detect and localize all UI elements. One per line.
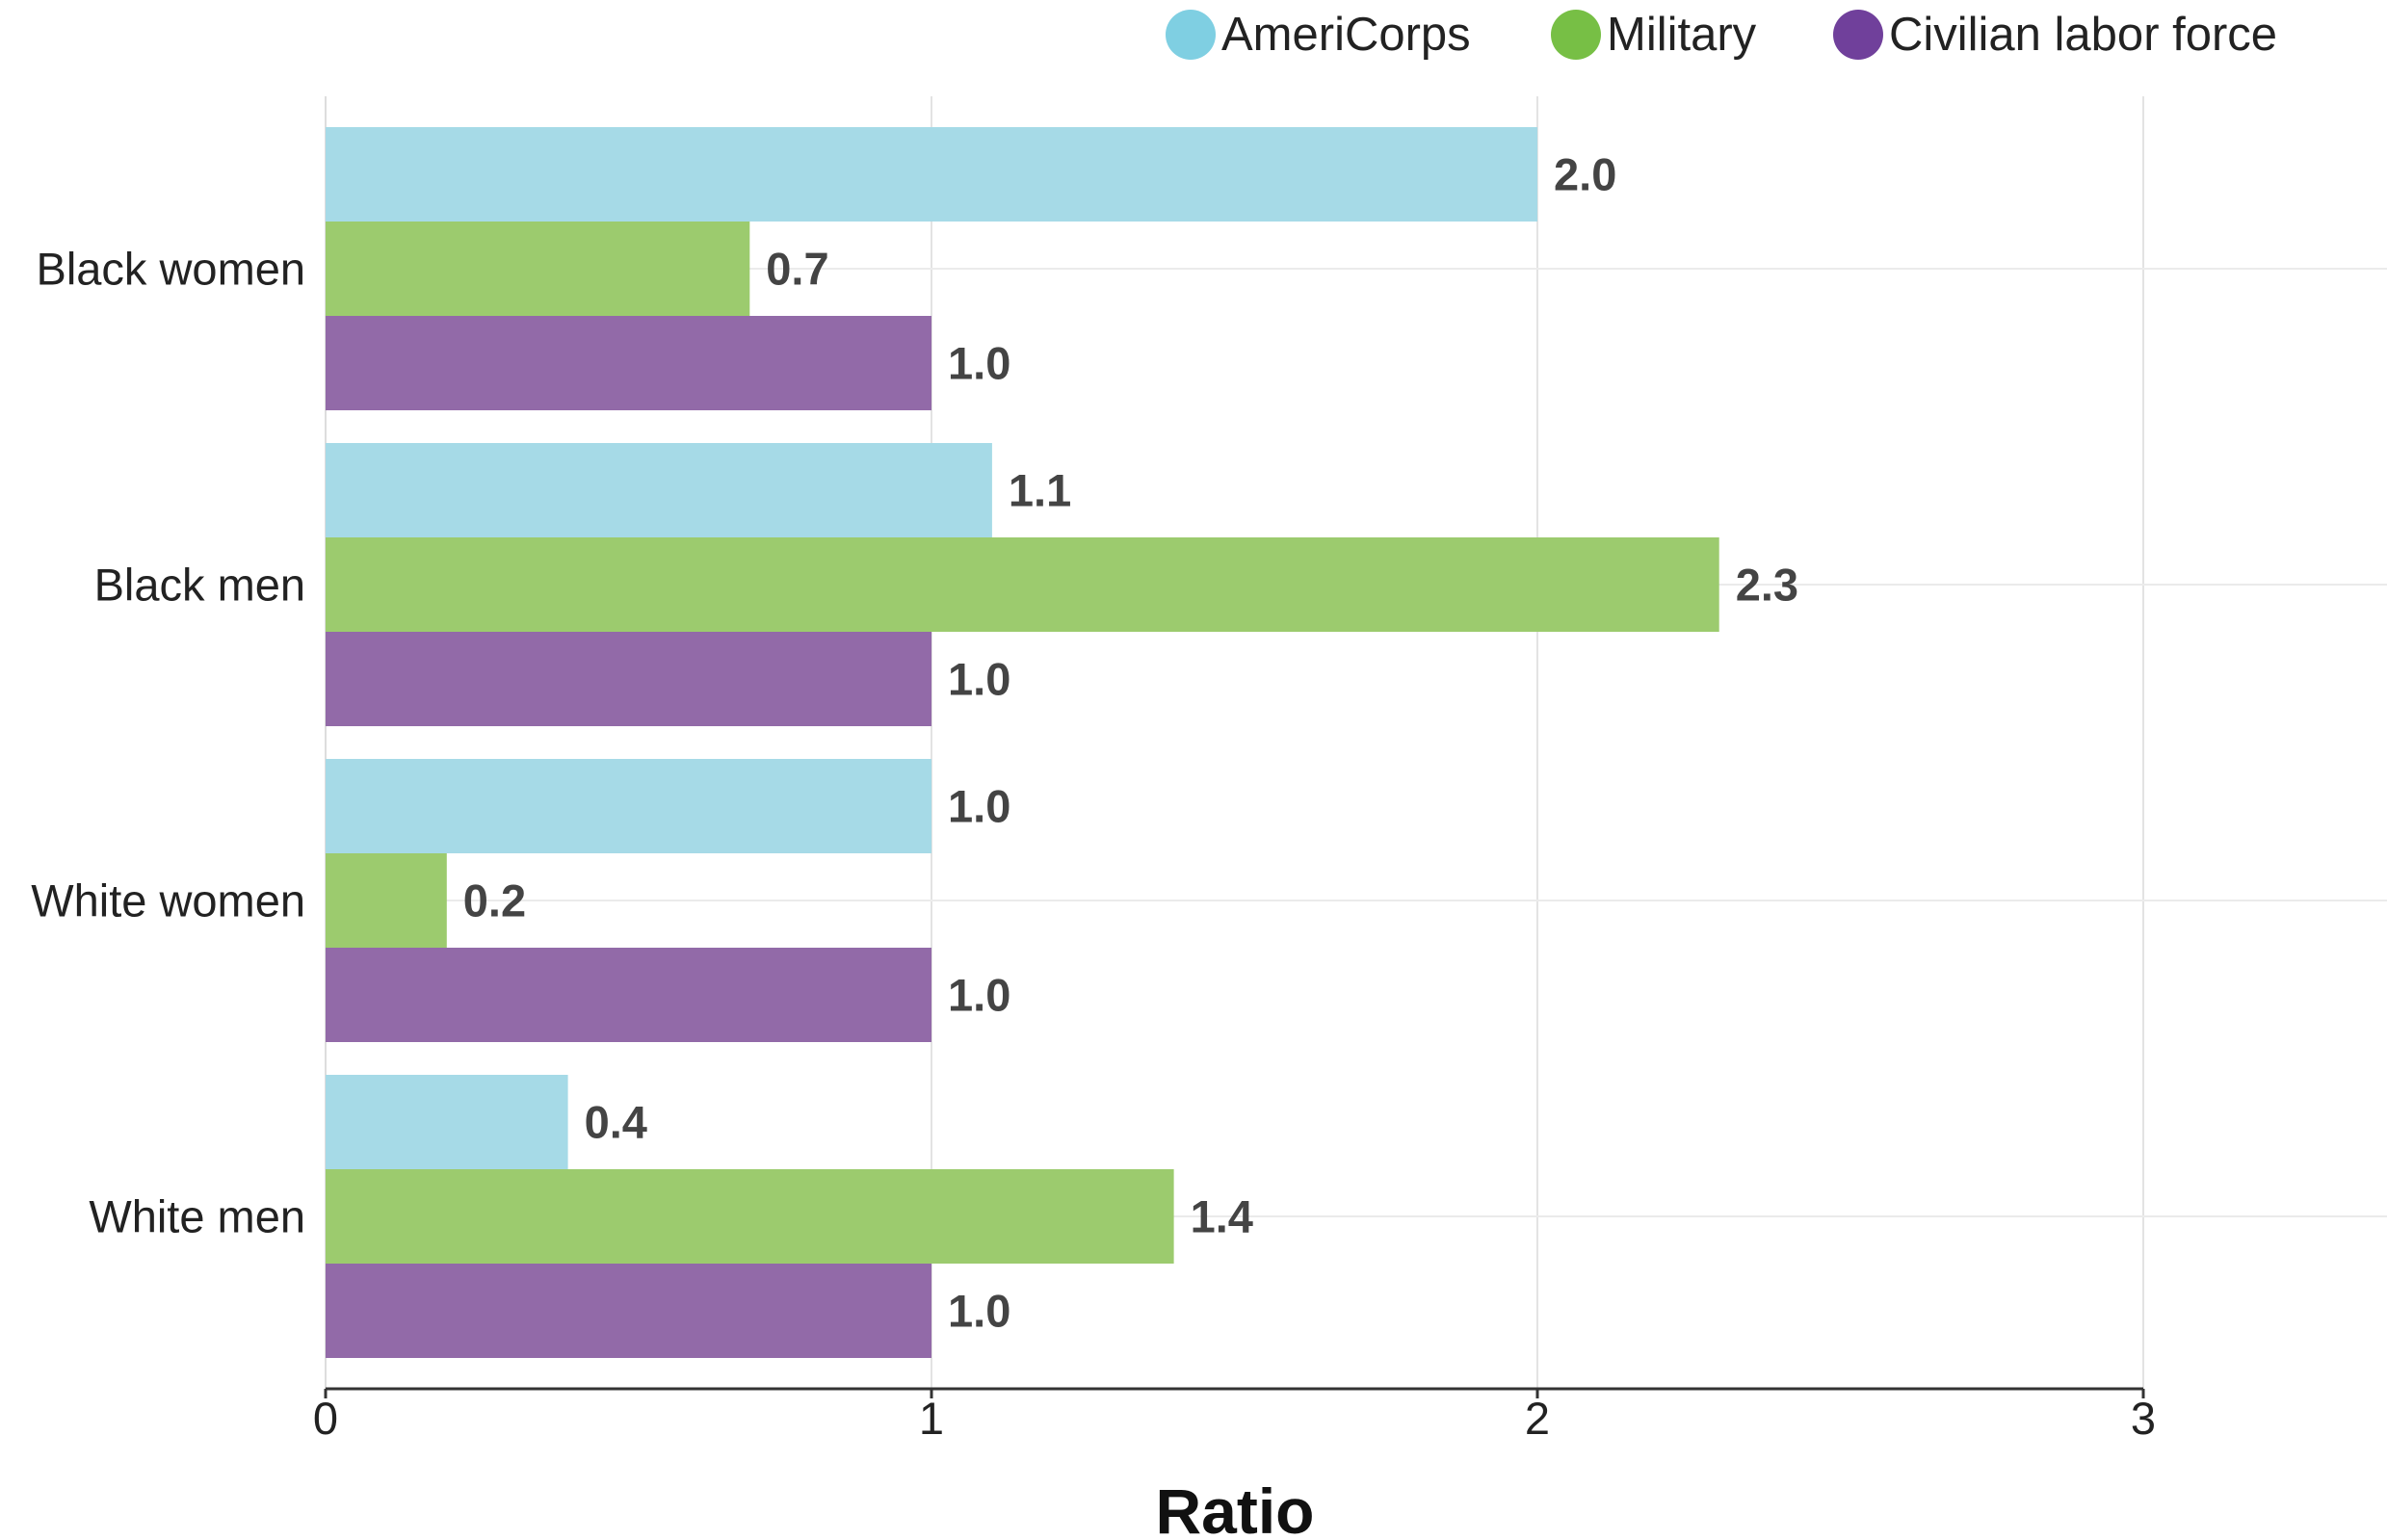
value-label: 2.0	[1554, 149, 1616, 200]
category-labels: Black women Black men White women White men	[31, 244, 305, 1242]
value-label: 1.1	[1009, 465, 1071, 516]
bar	[326, 948, 931, 1042]
legend-swatch	[1551, 10, 1601, 60]
x-axis: 0 1 2 3	[313, 1387, 2156, 1444]
bar	[326, 1169, 1174, 1264]
bar	[326, 1264, 931, 1358]
bar	[326, 127, 1537, 222]
legend-label: Civilian labor force	[1889, 9, 2277, 61]
legend-label: Military	[1607, 9, 1757, 61]
bar	[326, 222, 750, 316]
bar	[326, 316, 931, 410]
value-label: 1.0	[948, 1286, 1010, 1337]
legend-swatch	[1166, 10, 1216, 60]
legend-label: AmeriCorps	[1221, 9, 1471, 61]
x-tick-label: 0	[313, 1393, 338, 1444]
x-axis-title: Ratio	[1156, 1475, 1315, 1540]
bar	[326, 759, 931, 853]
value-label: 1.0	[948, 338, 1010, 389]
value-label: 0.4	[585, 1097, 647, 1148]
value-label: 1.0	[948, 781, 1010, 832]
value-label: 0.7	[766, 244, 828, 295]
value-label: 1.0	[948, 970, 1010, 1021]
legend: AmeriCorps Military Civilian labor force	[1166, 9, 2277, 61]
category-label: Black women	[37, 244, 306, 295]
x-tick-label: 2	[1525, 1393, 1550, 1444]
bars	[326, 127, 1719, 1358]
x-tick-label: 3	[2131, 1393, 2156, 1444]
bar	[326, 1075, 568, 1169]
bar	[326, 632, 931, 726]
value-labels: 2.0 0.7 1.0 1.1 2.3 1.0 1.0 0.2 1.0 0.4 1.4 1.0	[463, 149, 1798, 1337]
bar	[326, 853, 447, 948]
category-label: White men	[89, 1191, 305, 1242]
category-label: White women	[31, 875, 305, 927]
legend-swatch	[1833, 10, 1883, 60]
bar	[326, 443, 992, 537]
value-label: 1.0	[948, 654, 1010, 705]
value-label: 2.3	[1736, 560, 1798, 611]
value-label: 0.2	[463, 875, 526, 927]
value-label: 1.4	[1191, 1191, 1253, 1242]
x-tick-label: 1	[919, 1393, 944, 1444]
category-label: Black men	[94, 560, 305, 611]
bar	[326, 537, 1719, 632]
